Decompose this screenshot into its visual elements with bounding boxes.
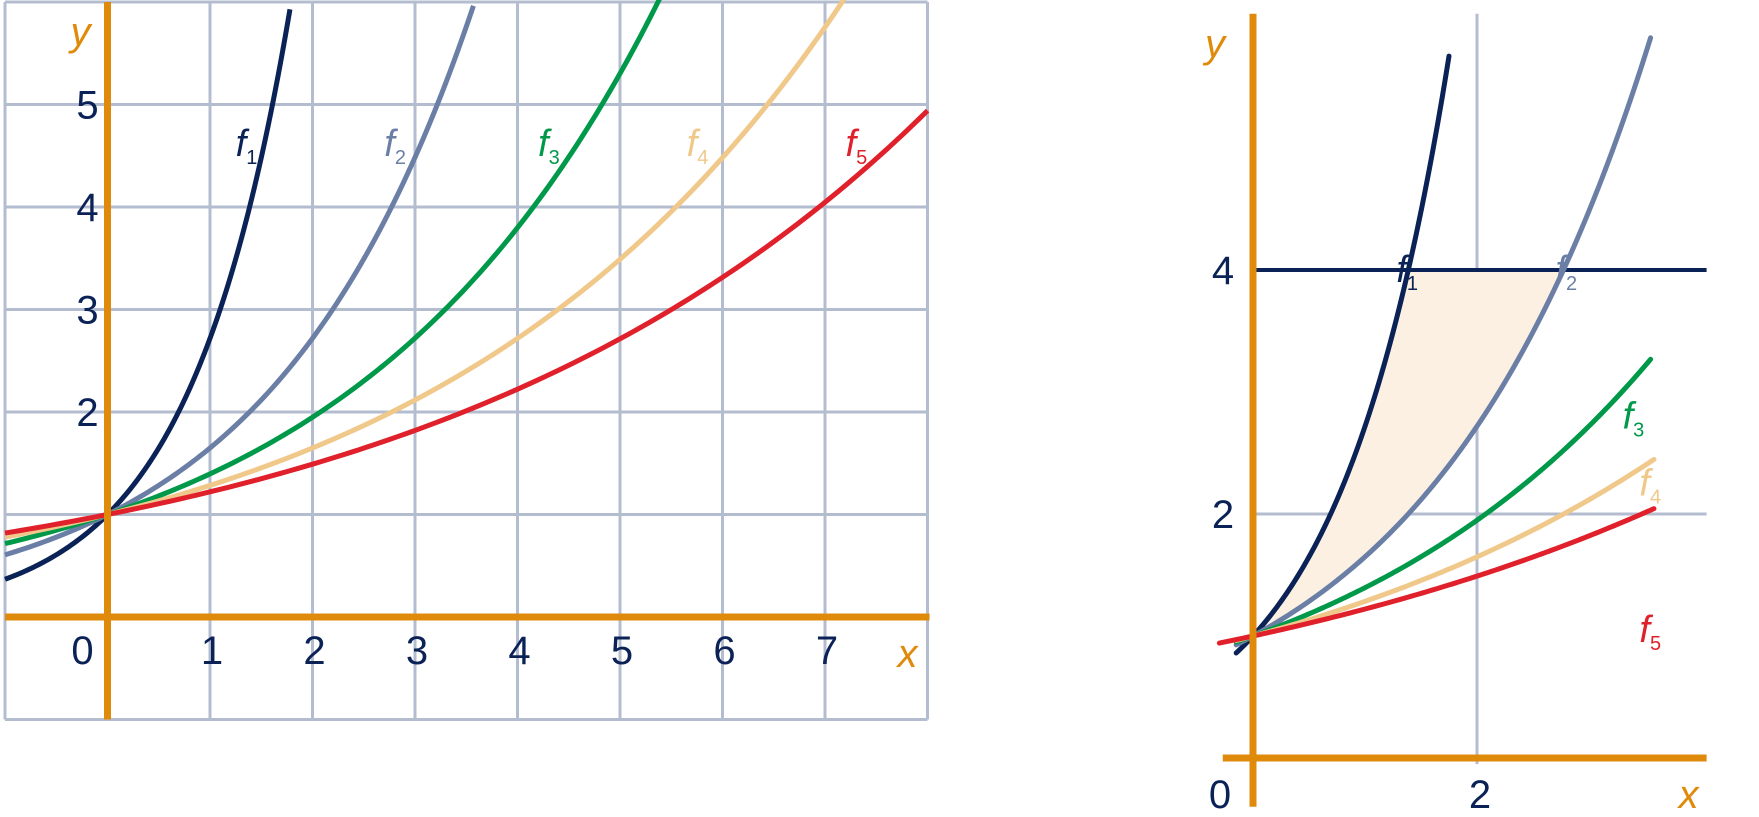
x-tick-label: 3 [406,629,428,673]
series-label-name: f [1623,396,1637,438]
y-axis-label: y [1202,22,1228,66]
series-label-f5: f5 [1639,609,1661,655]
series-label-f2: f2 [384,123,406,169]
x-tick-label: 2 [1469,773,1491,817]
x-tick-label: 0 [1209,773,1231,817]
series-line-f2 [1233,35,1654,648]
x-axis-label: x [1677,773,1701,817]
x-tick-label: 2 [303,629,325,673]
series-label-name: f [236,123,250,165]
series-label-f2: f2 [1555,249,1577,295]
series-line-f3 [1233,356,1654,645]
series-label-name: f [1639,463,1653,505]
series-label-f4: f4 [1639,463,1661,509]
x-tick-label: 1 [201,629,223,673]
y-tick-label: 4 [76,186,98,230]
series-line-f5 [4,108,930,536]
series-line-f4 [1233,456,1657,643]
series-label-sub: 5 [1650,633,1661,655]
y-tick-label: 5 [76,84,98,128]
y-tick-label: 4 [1212,249,1234,293]
series-line-f5 [1216,506,1657,646]
series-label-sub: 3 [549,147,560,169]
y-tick-label: 2 [1212,493,1234,537]
series-label-name: f [1555,249,1569,291]
shaded-region [1253,270,1564,636]
x-tick-label: 5 [611,629,633,673]
y-axis-label: y [68,10,94,54]
series-label-name: f [384,123,398,165]
series-label-name: f [846,123,860,165]
series-label-f5: f5 [846,123,868,169]
series-line-f1 [1233,53,1452,656]
series-label-name: f [1639,609,1653,651]
series-label-f3: f3 [538,123,560,169]
series-label-sub: 4 [697,147,708,169]
y-tick-label: 3 [76,289,98,333]
series-label-sub: 2 [395,147,406,169]
series-label-f1: f1 [236,123,258,169]
series-line-f4 [4,0,847,540]
x-tick-label: 7 [816,629,838,673]
series-label-f3: f3 [1623,396,1645,442]
series-label-sub: 4 [1650,487,1661,509]
series-label-f1: f1 [1396,249,1418,295]
series-label-name: f [538,123,552,165]
y-tick-label: 2 [76,391,98,435]
series-label-sub: 1 [1407,273,1418,295]
x-axis-label: x [896,632,920,676]
series-label-sub: 5 [856,147,867,169]
series-line-f2 [4,4,476,558]
series-line-f3 [4,0,662,547]
series-label-sub: 1 [246,147,257,169]
x-tick-label: 0 [71,629,93,673]
x-tick-label: 4 [508,629,530,673]
series-label-sub: 2 [1566,273,1577,295]
series-label-f4: f4 [687,123,709,169]
series-label-name: f [687,123,701,165]
series-label-name: f [1396,249,1410,291]
series-line-f1 [4,8,293,582]
grid [3,0,929,721]
x-tick-label: 6 [713,629,735,673]
series-label-sub: 3 [1633,420,1644,442]
